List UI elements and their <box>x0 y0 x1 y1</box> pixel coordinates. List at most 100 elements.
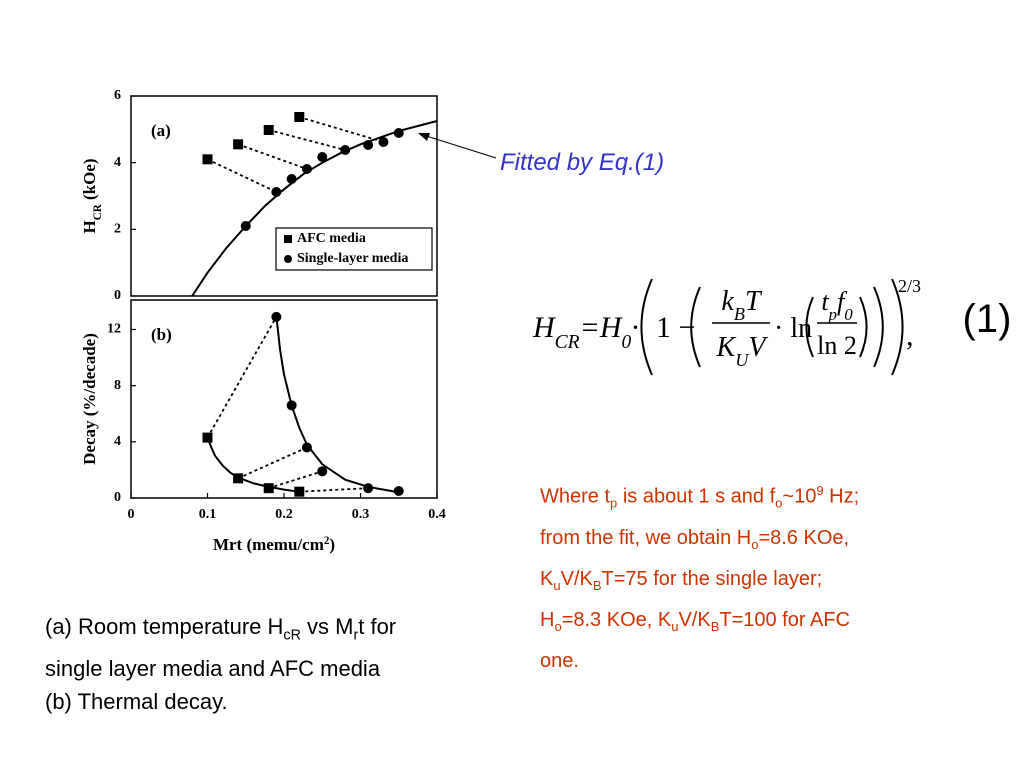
text-run: o <box>554 618 562 634</box>
text-run: = <box>580 311 600 344</box>
connector <box>206 316 278 439</box>
text-run: (b) Thermal decay. <box>45 689 228 715</box>
text-run: · <box>631 311 639 344</box>
text-run: vs M <box>300 614 354 639</box>
circle-point <box>317 152 328 162</box>
equation-ln: · ln <box>774 313 812 344</box>
y-tick-label: 8 <box>114 378 121 393</box>
panel-label: (a) <box>151 121 171 140</box>
text-line: Ho=8.3 KOe, KuV/KBT=100 for AFC <box>540 603 1020 644</box>
text-run: H <box>80 220 99 233</box>
text-run: U <box>735 350 750 370</box>
text-run: k <box>721 286 734 317</box>
square-point <box>233 139 244 150</box>
paren <box>690 286 701 368</box>
panel-label: (b) <box>151 325 172 344</box>
x-axis-label: Mrt (memu/cm2) <box>213 535 335 554</box>
text-run: cR <box>283 627 301 644</box>
y-axis-label: Decay (%/decade) <box>80 333 99 465</box>
text-run: Mrt (memu/cm <box>213 535 324 554</box>
square-point <box>202 154 213 165</box>
y-tick-label: 0 <box>114 490 121 505</box>
paren <box>805 296 814 358</box>
connector <box>207 158 277 193</box>
text-run: t for <box>358 614 397 639</box>
paren <box>891 278 904 376</box>
text-run: Where t <box>540 485 611 508</box>
caption: (a) Room temperature HcR vs Mrt for singl… <box>45 610 525 718</box>
text-run: o <box>775 495 783 511</box>
equation-number: (1) <box>963 297 1012 341</box>
fit-note: Where tp is about 1 s and fo~109 Hz; from… <box>540 474 1020 678</box>
text-run: H <box>540 608 555 631</box>
text-run: is about 1 s and f <box>617 485 776 508</box>
legend-box <box>275 227 433 271</box>
fit-curve <box>275 316 399 494</box>
x-tick-label: 0.1 <box>199 507 217 522</box>
fit-curve <box>206 437 300 493</box>
y-tick-label: 12 <box>107 322 121 337</box>
text-run: 0 <box>622 332 632 353</box>
text-run: r <box>353 627 359 644</box>
text-run: from the fit, we obtain H <box>540 526 752 549</box>
text-run: p <box>828 305 837 324</box>
text-line: single layer media and AFC media <box>45 652 525 685</box>
plot-frame <box>130 95 438 297</box>
circle-point <box>301 164 312 174</box>
text-run: B <box>592 577 602 593</box>
equation-one: 1 − <box>656 311 695 344</box>
y-tick-label: 6 <box>114 88 121 103</box>
text-run: t <box>821 287 829 316</box>
square-point <box>202 432 213 443</box>
y-tick-label: 2 <box>114 222 121 237</box>
x-tick-label: 0 <box>128 507 135 522</box>
equation-exponent: 2/3 <box>898 276 921 296</box>
connector <box>299 487 369 493</box>
text-run: (a) Room temperature H <box>45 614 284 639</box>
connector <box>237 446 308 480</box>
text-run: T=75 for the single layer; <box>601 567 823 590</box>
text-run: H <box>532 311 557 344</box>
connector <box>299 116 384 143</box>
circle-point <box>301 442 312 453</box>
legend-label: AFC media <box>297 231 366 246</box>
y-axis-label: HCR (kOe) <box>80 159 104 234</box>
y-tick-label: 4 <box>114 155 121 170</box>
legend-marker <box>284 255 292 263</box>
text-line: (b) Thermal decay. <box>45 685 525 718</box>
connector <box>237 143 308 170</box>
equation-comma: , <box>906 319 914 352</box>
circle-point <box>363 483 374 494</box>
annotation: Fitted by Eq.(1) <box>500 149 664 176</box>
text-run: u <box>671 618 679 634</box>
square-point <box>233 473 244 484</box>
text-run: B <box>710 618 720 634</box>
text-line: KuV/KBT=75 for the single layer; <box>540 562 1020 603</box>
connector <box>268 470 323 490</box>
text-run: 2 <box>324 535 330 547</box>
plot-frame <box>130 299 438 499</box>
text-run: ~10 <box>782 485 817 508</box>
circle-point <box>271 187 282 197</box>
y-tick-label: 0 <box>114 288 121 303</box>
text-run: B <box>734 304 745 324</box>
circle-point <box>286 400 297 411</box>
text-run: CR <box>92 203 104 220</box>
text-run: K <box>540 567 554 590</box>
text-run: Hz; <box>823 485 860 508</box>
equation-numerator: kBT <box>721 286 763 324</box>
square-point <box>263 483 274 494</box>
text-run: =8.3 KOe, K <box>561 608 672 631</box>
circle-point <box>317 466 328 477</box>
text-run: o <box>751 536 759 552</box>
text-run: T <box>745 286 763 317</box>
text-run: K <box>716 332 737 363</box>
circle-point <box>393 128 404 138</box>
paren <box>640 278 653 376</box>
text-line: (a) Room temperature HcR vs Mrt for <box>45 610 525 652</box>
equation-numerator: tpf0 <box>821 287 853 324</box>
circle-point <box>271 311 282 322</box>
text-run: V/K <box>678 608 711 631</box>
square-point <box>263 125 274 135</box>
